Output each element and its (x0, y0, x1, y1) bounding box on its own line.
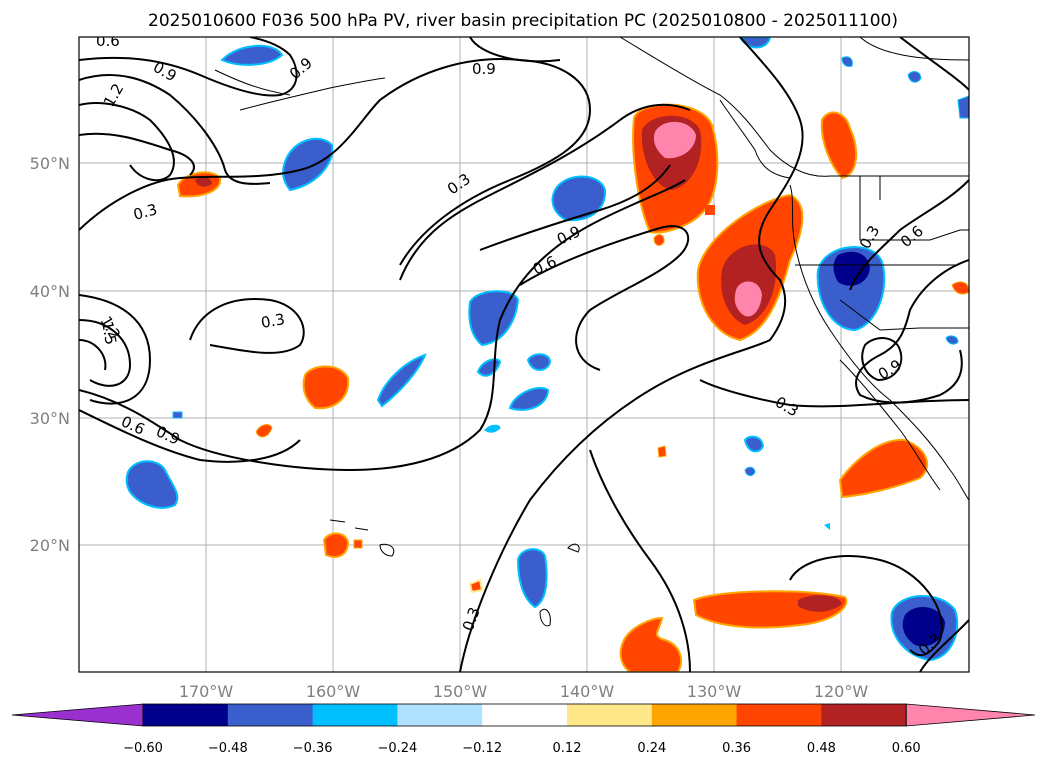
lon-tick-label: 160°W (306, 682, 361, 701)
contour-label: 0.9 (472, 60, 496, 78)
lat-tick-label: 30°N (30, 409, 70, 428)
map-frame (78, 36, 970, 673)
contour-label: 0.6 (96, 32, 120, 50)
colorbar-segment (651, 704, 738, 726)
colorbar-segment (567, 704, 653, 726)
lon-tick-label: 120°W (814, 682, 869, 701)
colorbar-tick-label: 0.60 (892, 741, 921, 756)
lon-tick-label: 140°W (560, 682, 615, 701)
colorbar-segment (397, 704, 483, 726)
map-panel: 0.6 0.9 0.9 1.2 0.9 0.3 0.3 0.9 0.6 0.3 … (78, 32, 970, 673)
colorbar-segment (312, 704, 398, 726)
positive-pc-areas (176, 103, 969, 672)
colorbar-tick-label: 0.24 (637, 741, 666, 756)
colorbar-segment (227, 704, 314, 726)
colorbar-segment (143, 704, 229, 726)
colorbar-tick-label: −0.48 (208, 741, 248, 756)
colorbar-tick-label: −0.12 (462, 741, 502, 756)
contour-label: 0.3 (260, 310, 287, 332)
lat-tick-label: 20°N (30, 536, 70, 555)
colorbar-frame (142, 703, 907, 727)
lon-tick-label: 130°W (687, 682, 742, 701)
colorbar: −0.60 −0.48 −0.36 −0.24 −0.12 0.12 0.24 0.36 0.4… (11, 703, 1036, 756)
lat-axis: 50°N 40°N 30°N 20°N (30, 154, 70, 555)
colorbar-tick-label: −0.24 (377, 741, 417, 756)
map-title: 2025010600 F036 500 hPa PV, river basin … (148, 11, 898, 31)
contour-label: 1.5 (98, 320, 120, 347)
colorbar-segment (821, 704, 907, 726)
lon-tick-label: 170°W (179, 682, 234, 701)
colorbar-extend-high (905, 703, 1036, 727)
lat-tick-label: 50°N (30, 154, 70, 173)
colorbar-tick-label: 0.12 (553, 741, 582, 756)
pv-contours (79, 37, 969, 672)
lon-axis: 170°W 160°W 150°W 140°W 130°W 120°W (179, 682, 869, 701)
lat-tick-label: 40°N (30, 282, 70, 301)
colorbar-tick-label: 0.36 (722, 741, 751, 756)
colorbar-tick-label: −0.36 (293, 741, 333, 756)
colorbar-tick-label: −0.60 (123, 741, 163, 756)
colorbar-extend-low (11, 703, 144, 727)
lon-tick-label: 150°W (433, 682, 488, 701)
colorbar-tick-label: 0.48 (807, 741, 836, 756)
colorbar-segment (736, 704, 822, 726)
contour-label: 0.3 (131, 200, 159, 224)
colorbar-segment (482, 704, 568, 726)
